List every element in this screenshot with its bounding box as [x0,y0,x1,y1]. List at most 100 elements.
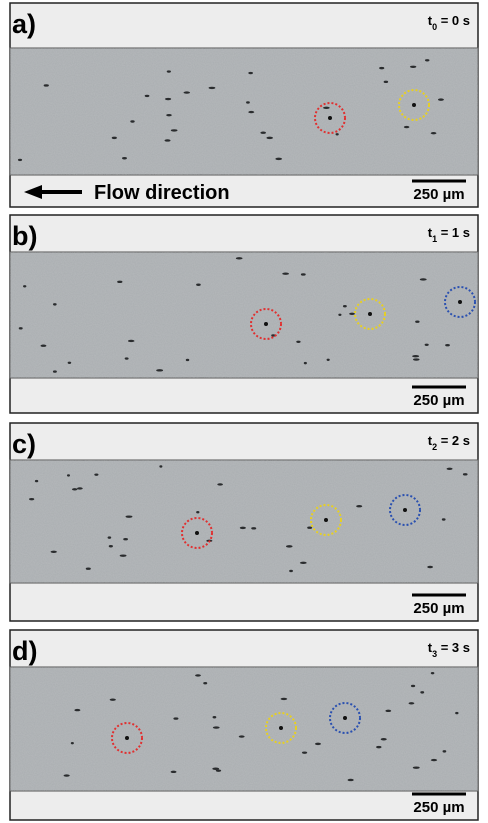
particle [170,129,178,132]
particle [412,354,420,358]
particle [166,113,172,117]
particle [266,136,273,140]
panel-label: a) [12,9,36,39]
channel-grain [10,667,478,791]
panel-label: d) [12,636,37,666]
particle [166,70,171,73]
particle [124,357,129,360]
particle [338,313,342,316]
particle [203,682,208,685]
particle [125,515,133,518]
particle [74,708,81,712]
particle [430,758,438,762]
particle [275,157,283,161]
track-circle [111,722,143,754]
particle [70,741,74,745]
time-part: 0 [432,22,437,32]
particle [40,344,47,347]
particle [315,742,321,746]
particle [196,283,201,286]
particle [442,750,447,753]
particle [410,684,416,688]
particle [412,766,420,769]
particle [455,711,459,715]
particle [299,561,307,565]
track-circle [398,89,430,121]
particle [282,272,289,275]
particle [215,769,222,772]
particle [342,304,347,308]
tracked-particle [412,103,416,107]
particle [108,545,113,548]
time-label: t1 = 1 s [428,225,470,244]
particle [165,97,172,101]
track-circle [310,504,342,536]
particle [195,674,201,677]
tracked-particle [195,531,199,535]
flow-label: Flow direction [94,182,230,204]
particle [427,565,433,569]
particle [408,702,415,705]
particle [17,158,23,162]
particle [235,257,243,260]
particle [123,538,128,541]
particle [248,71,253,75]
particle [438,98,444,101]
particle [85,567,91,570]
particle [156,369,164,372]
track-circle [329,702,361,734]
track-circle [265,712,297,744]
particle [356,505,363,508]
particle [238,735,245,738]
particle [67,361,72,364]
particle [323,106,330,110]
track-circle [250,308,282,340]
particle [94,473,99,476]
tracked-particle [125,736,129,740]
particle [246,101,250,104]
track-circle [354,298,386,330]
particle [301,751,308,754]
tracked-particle [368,312,372,316]
time-part: t [428,433,433,448]
particle [72,488,78,491]
time-label: t3 = 3 s [428,640,470,659]
particle [34,479,39,483]
particle [446,467,453,470]
flow-arrowhead [24,185,42,199]
particle [130,120,135,123]
tracked-particle [458,300,462,304]
track-circle [181,517,213,549]
tracked-particle [264,322,268,326]
particle [441,518,446,521]
particle [376,745,382,749]
particle [212,716,217,719]
particle [63,774,70,777]
particle [285,545,293,548]
particle [185,358,190,362]
particle [430,671,435,675]
scale-label: 250 µm [413,392,464,409]
time-part: = 2 s [437,433,470,448]
particle [303,361,307,365]
particle [23,285,27,288]
tracked-particle [403,508,407,512]
particle [52,370,57,373]
time-part: = 1 s [437,225,470,240]
particle [170,770,177,774]
particle [410,65,417,68]
panel: c) t2 = 2 s 250 µm [9,422,479,622]
panel: b) t1 = 1 s 250 µm [9,214,479,414]
time-part: 1 [432,234,437,244]
scale-label: 250 µm [413,600,464,617]
tracked-particle [324,518,328,522]
track-circle [389,494,421,526]
time-part: t [428,13,433,28]
particle [109,698,116,701]
track-circle [314,102,346,134]
track-circle [444,286,476,318]
particle [144,94,150,98]
particle [212,726,220,729]
particle [296,340,301,343]
